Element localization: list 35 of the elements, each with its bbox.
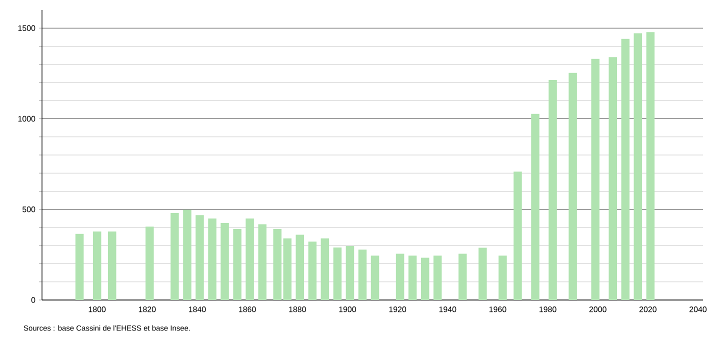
bar: [146, 226, 154, 300]
bar: [568, 72, 577, 300]
bar: [608, 57, 618, 300]
bar: [220, 222, 229, 300]
bar: [634, 33, 642, 300]
bar: [183, 210, 192, 300]
bar: [246, 218, 254, 300]
bar: [358, 250, 367, 300]
bar: [75, 234, 84, 300]
bar: [108, 231, 116, 300]
bar: [370, 256, 380, 300]
bar: [591, 58, 600, 300]
bar: [548, 80, 557, 300]
bar: [478, 248, 487, 300]
bar: [396, 254, 404, 300]
bar: [320, 238, 330, 300]
bar: [420, 258, 430, 300]
bar: [196, 215, 204, 300]
bar: [498, 256, 507, 300]
bar: [514, 172, 522, 300]
bar: [208, 218, 216, 300]
bar: [646, 32, 655, 300]
bar: [408, 256, 417, 300]
bar: [92, 231, 102, 300]
bar: [333, 247, 342, 300]
bar: [308, 242, 317, 300]
bar: [170, 213, 179, 300]
bar: [621, 38, 630, 300]
bar: [296, 234, 304, 300]
bar: [531, 114, 540, 300]
bar: [233, 228, 242, 300]
bar: [458, 254, 467, 300]
bar: [346, 246, 354, 300]
bar: [258, 224, 266, 300]
bar: [433, 256, 442, 300]
